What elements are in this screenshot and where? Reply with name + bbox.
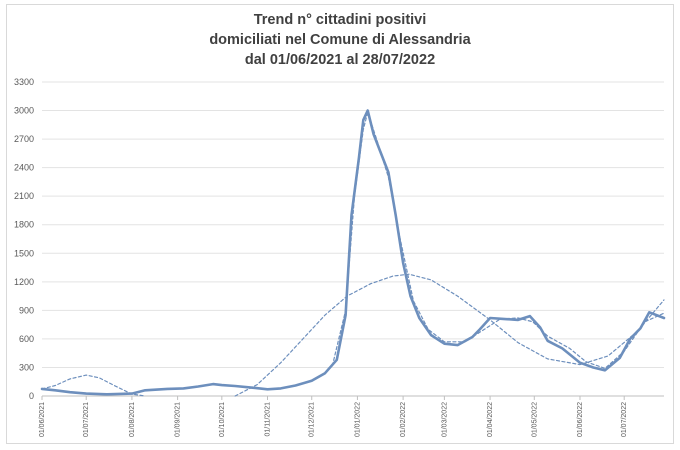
x-tick-label: 01/03/2022 xyxy=(441,402,448,437)
y-tick-label: 1800 xyxy=(14,220,34,230)
y-tick-label: 2100 xyxy=(14,191,34,201)
x-tick-label: 01/10/2021 xyxy=(219,402,226,437)
y-tick-label: 3000 xyxy=(14,106,34,116)
x-tick-label: 01/01/2022 xyxy=(354,402,361,437)
x-tick-label: 01/12/2021 xyxy=(309,402,316,437)
y-tick-label: 600 xyxy=(19,334,34,344)
x-tick-label: 01/11/2021 xyxy=(265,402,272,437)
chart-title: Trend n° cittadini positivi domiciliati … xyxy=(0,10,680,70)
gridlines xyxy=(42,81,664,397)
y-tick-label: 300 xyxy=(19,362,34,372)
x-tick-label: 01/02/2022 xyxy=(400,402,407,437)
trendline xyxy=(41,374,146,397)
y-tick-label: 2700 xyxy=(14,134,34,144)
trendline xyxy=(234,273,665,397)
y-tick-label: 3300 xyxy=(14,77,34,87)
x-tick-label: 01/09/2021 xyxy=(175,402,182,437)
x-tick-label: 01/04/2022 xyxy=(487,402,494,437)
chart-title-line-1: Trend n° cittadini positivi xyxy=(253,12,427,28)
x-tick-label: 01/07/2021 xyxy=(83,402,90,437)
x-tick-label: 01/06/2021 xyxy=(39,402,46,437)
y-tick-label: 2400 xyxy=(14,163,34,173)
series-lines xyxy=(40,109,666,397)
chart-title-line-3: dal 01/06/2021 al 28/07/2022 xyxy=(244,52,436,68)
trendline xyxy=(331,111,665,369)
chart-frame xyxy=(6,4,674,444)
y-tick-label: 1500 xyxy=(14,248,34,258)
y-tick-label: 0 xyxy=(29,391,34,401)
series-line xyxy=(40,109,666,396)
y-axis-ticks: 0 300 600 900 1200 1500 1800 2100 2400 2700 3000 33… xyxy=(14,77,34,401)
x-tick-label: 01/07/2022 xyxy=(621,402,628,437)
y-tick-label: 900 xyxy=(19,305,34,315)
y-tick-label: 1200 xyxy=(14,277,34,287)
x-tick-label: 01/05/2022 xyxy=(531,402,538,437)
x-tick-label: 01/08/2021 xyxy=(129,402,136,437)
x-axis-ticks: 01/06/2021 01/07/2021 01/08/2021 01/09/2021… xyxy=(39,396,628,437)
chart-title-line-2: domiciliati nel Comune di Alessandria xyxy=(209,32,471,48)
x-tick-label: 01/06/2022 xyxy=(577,402,584,437)
